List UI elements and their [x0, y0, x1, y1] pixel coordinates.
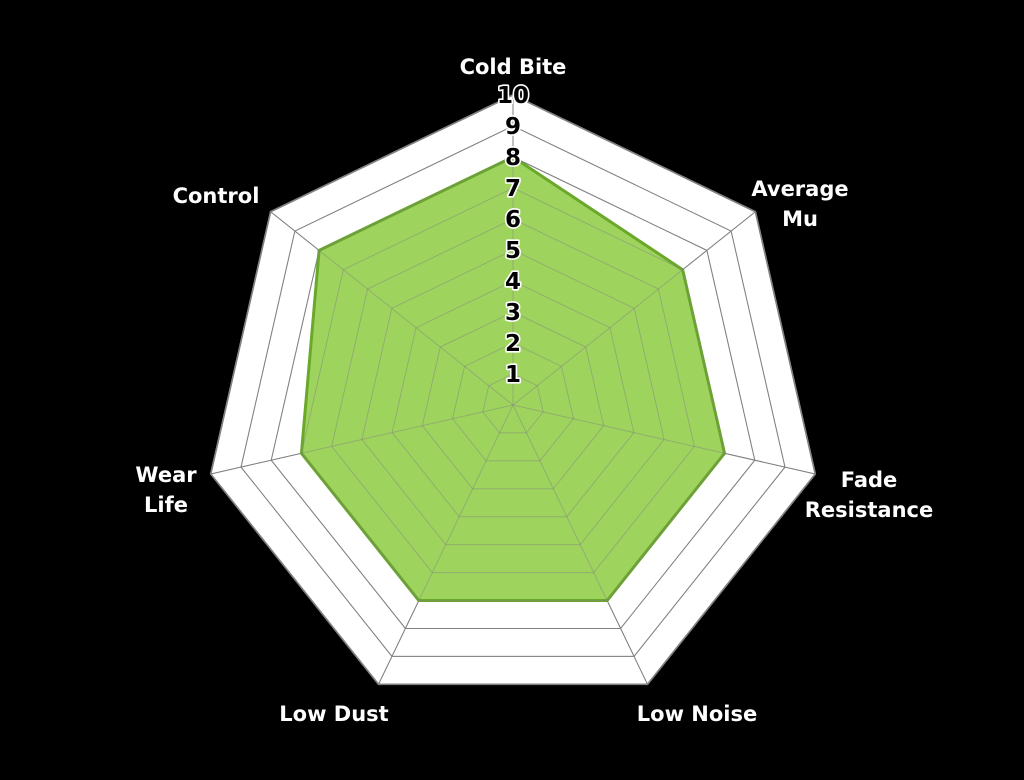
- axis-label-line: Resistance: [805, 498, 933, 522]
- grid-ring-9: [240, 125, 786, 657]
- axis-label-line: Cold Bite: [460, 55, 567, 79]
- tick-label-10: 10: [497, 83, 529, 109]
- axis-label-line: Mu: [782, 207, 818, 231]
- tick-label-8: 8: [505, 145, 521, 171]
- axis-spoke-overlay-2: [512, 404, 816, 475]
- axis-spoke-overlay-1: [512, 211, 756, 406]
- axis-label-average-mu: Average Mu: [751, 177, 848, 231]
- axis-label-cold-bite: Cold Bite: [460, 55, 567, 79]
- grid-ring-overlay-9: [240, 125, 786, 657]
- axis-label-low-noise: Low Noise: [637, 702, 757, 726]
- grid-ring-overlay-4: [391, 280, 635, 518]
- tick-label-5: 5: [505, 238, 521, 264]
- axis-spoke-overlay-4: [378, 404, 514, 685]
- grid-ring-overlay-10: [210, 94, 816, 685]
- tick-label-6: 6: [505, 207, 521, 233]
- grid-ring-overlay-7: [300, 187, 726, 602]
- axis-spoke-overlay-5: [210, 404, 514, 475]
- tick-label-7: 7: [505, 176, 521, 202]
- axis-label-line: Low Dust: [279, 702, 388, 726]
- tick-label-3: 3: [505, 300, 521, 326]
- axis-label-line: Average: [751, 177, 848, 201]
- axis-label-low-dust: Low Dust: [279, 702, 388, 726]
- axis-label-control: Control: [173, 184, 260, 208]
- axis-label-line: Wear: [135, 463, 197, 487]
- grid-ring-8: [270, 156, 756, 629]
- axis-label-fade-resistance: Fade Resistance: [805, 468, 933, 522]
- series-polygon: [210, 94, 816, 685]
- axis-spoke-overlay-6: [270, 211, 514, 406]
- tick-label-9: 9: [505, 114, 521, 140]
- axis-label-line: Life: [144, 493, 188, 517]
- grid-ring-overlay-3: [421, 311, 605, 490]
- tick-label-2: 2: [505, 331, 521, 357]
- axis-spoke-overlay-3: [512, 404, 648, 685]
- grid-ring-overlay-5: [361, 249, 665, 546]
- grid-ring-overlay-6: [331, 218, 695, 574]
- axis-category-labels: Cold Bite Average Mu Fade Resistance Low Nois…: [134, 54, 935, 728]
- grid-ring-10: [209, 94, 817, 686]
- axis-label-line: Control: [173, 184, 260, 208]
- grid-ring-overlay-8: [270, 156, 756, 629]
- tick-label-1: 1: [505, 362, 521, 388]
- grid-ring-overlay-2: [452, 342, 574, 462]
- grid-ring-overlay-1: [482, 373, 544, 434]
- series-area: [299, 155, 727, 603]
- axis-label-line: Fade: [841, 468, 898, 492]
- tick-label-4: 4: [505, 269, 521, 295]
- axis-label-wear-life: Wear Life: [135, 463, 197, 517]
- radial-tick-labels: 1 2 3 4 5 6 7 8 9 10: [495, 81, 530, 389]
- axis-label-line: Low Noise: [637, 702, 757, 726]
